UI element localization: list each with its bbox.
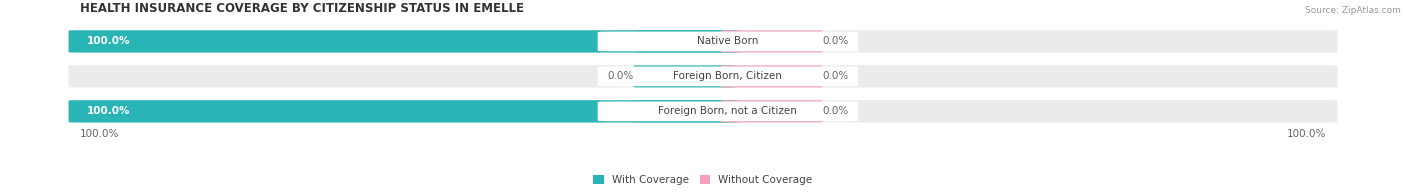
Legend: With Coverage, Without Coverage: With Coverage, Without Coverage — [593, 175, 813, 185]
FancyBboxPatch shape — [69, 30, 740, 53]
Text: 100.0%: 100.0% — [87, 36, 131, 46]
Text: 0.0%: 0.0% — [607, 71, 634, 81]
Text: HEALTH INSURANCE COVERAGE BY CITIZENSHIP STATUS IN EMELLE: HEALTH INSURANCE COVERAGE BY CITIZENSHIP… — [80, 2, 524, 15]
FancyBboxPatch shape — [634, 65, 735, 87]
FancyBboxPatch shape — [69, 30, 1337, 53]
Text: 100.0%: 100.0% — [80, 129, 120, 139]
Text: 0.0%: 0.0% — [823, 36, 848, 46]
FancyBboxPatch shape — [69, 100, 1337, 122]
Text: 100.0%: 100.0% — [1286, 129, 1326, 139]
FancyBboxPatch shape — [721, 100, 823, 122]
FancyBboxPatch shape — [598, 66, 858, 86]
Text: Source: ZipAtlas.com: Source: ZipAtlas.com — [1305, 6, 1400, 15]
FancyBboxPatch shape — [598, 102, 858, 121]
FancyBboxPatch shape — [721, 30, 823, 53]
FancyBboxPatch shape — [69, 100, 740, 122]
FancyBboxPatch shape — [721, 65, 823, 87]
FancyBboxPatch shape — [598, 32, 858, 51]
FancyBboxPatch shape — [69, 65, 1337, 87]
Text: Foreign Born, Citizen: Foreign Born, Citizen — [673, 71, 782, 81]
Text: Foreign Born, not a Citizen: Foreign Born, not a Citizen — [658, 106, 797, 116]
Text: Native Born: Native Born — [697, 36, 759, 46]
FancyBboxPatch shape — [634, 100, 735, 122]
Text: 100.0%: 100.0% — [87, 106, 131, 116]
FancyBboxPatch shape — [634, 30, 735, 53]
Text: 0.0%: 0.0% — [823, 71, 848, 81]
Text: 0.0%: 0.0% — [823, 106, 848, 116]
